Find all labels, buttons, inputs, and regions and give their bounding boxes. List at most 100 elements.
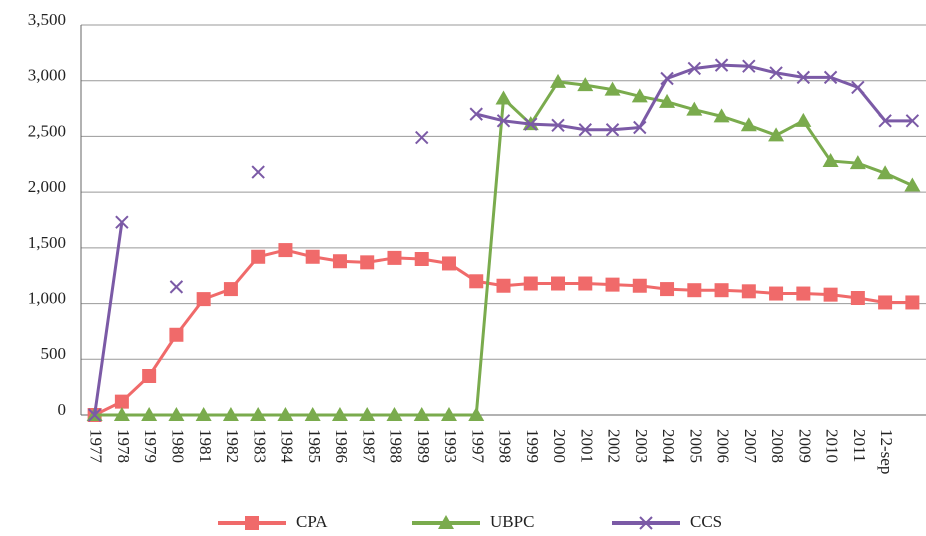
- point: [87, 408, 102, 422]
- point: [851, 80, 865, 95]
- point: [524, 117, 538, 131]
- point: [742, 59, 756, 73]
- x-tick-label: 2007: [741, 429, 760, 464]
- point: [796, 70, 811, 85]
- y-tick-label: 500: [41, 344, 67, 363]
- point: [740, 117, 757, 132]
- point: [550, 73, 567, 88]
- point: [387, 250, 402, 265]
- x-tick-label: 1989: [414, 429, 433, 463]
- x-tick-label: 1999: [523, 429, 542, 463]
- x-tick-label: 2004: [659, 429, 678, 464]
- x-tick-label: 2005: [686, 429, 705, 463]
- x-tick-label: 1986: [332, 429, 351, 463]
- point: [469, 107, 483, 121]
- point: [195, 407, 212, 421]
- point: [878, 114, 892, 128]
- x-tick-label: 1984: [278, 429, 297, 464]
- x-tick-label: 1977: [87, 429, 106, 464]
- point: [639, 516, 653, 530]
- x-tick-label: 2000: [550, 429, 569, 463]
- point: [251, 249, 266, 264]
- point: [440, 407, 457, 421]
- point: [304, 407, 321, 421]
- point: [714, 58, 729, 72]
- point: [605, 123, 620, 137]
- y-tick-label: 3,500: [28, 10, 66, 29]
- point: [823, 287, 838, 302]
- x-tick-label: 2011: [850, 429, 869, 462]
- point: [332, 254, 347, 269]
- x-tick-label: 2010: [823, 429, 842, 463]
- point: [413, 407, 430, 421]
- point: [168, 407, 185, 421]
- point: [386, 407, 403, 421]
- point: [438, 515, 454, 529]
- point: [714, 283, 729, 298]
- point: [633, 120, 647, 135]
- y-tick-label: 1,000: [28, 288, 66, 307]
- x-tick-label: 2009: [795, 429, 814, 463]
- point: [331, 407, 348, 421]
- point: [686, 101, 703, 116]
- x-tick-label: 1987: [359, 429, 378, 464]
- point: [414, 252, 429, 266]
- x-tick-label: 2001: [577, 429, 596, 463]
- point: [768, 127, 785, 142]
- x-tick-label: 1982: [223, 429, 242, 463]
- series-line: [94, 80, 913, 417]
- point: [551, 276, 566, 291]
- y-tick-label: 3,000: [28, 66, 66, 85]
- point: [222, 407, 239, 421]
- point: [849, 155, 866, 170]
- point: [795, 112, 812, 127]
- point: [251, 165, 265, 179]
- point: [496, 114, 511, 128]
- point: [796, 286, 811, 301]
- x-tick-label: 1979: [141, 429, 160, 463]
- point: [169, 280, 184, 294]
- point: [469, 274, 484, 289]
- legend-label: UBPC: [490, 512, 534, 531]
- point: [905, 114, 920, 128]
- point: [577, 77, 594, 92]
- x-tick-label: 1980: [168, 429, 187, 463]
- point: [523, 276, 538, 291]
- point: [769, 66, 783, 80]
- x-tick-label: 1997: [468, 429, 487, 464]
- point: [878, 295, 893, 310]
- point: [660, 71, 674, 86]
- point: [605, 277, 620, 292]
- point: [822, 152, 839, 167]
- series-line: [93, 63, 913, 416]
- point: [904, 177, 921, 192]
- legend-label: CPA: [296, 512, 328, 531]
- x-tick-label: 1978: [114, 429, 133, 463]
- point: [250, 407, 267, 421]
- x-tick-label: 1988: [387, 429, 406, 463]
- point: [196, 292, 211, 307]
- point: [495, 90, 512, 105]
- point: [360, 255, 375, 270]
- point: [551, 118, 565, 132]
- point: [687, 61, 702, 76]
- x-tick-label: 2006: [714, 429, 733, 463]
- point: [631, 88, 648, 103]
- x-tick-label: 2003: [632, 429, 651, 463]
- legend-label: CCS: [690, 512, 722, 531]
- point: [114, 394, 129, 409]
- y-tick-label: 2,000: [28, 177, 66, 196]
- point: [660, 282, 675, 297]
- point: [877, 165, 894, 180]
- point: [659, 93, 676, 108]
- point: [245, 516, 259, 530]
- point: [769, 286, 784, 301]
- x-tick-label: 12-sep: [877, 429, 896, 474]
- y-tick-label: 1,500: [28, 233, 66, 252]
- x-tick-label: 2008: [768, 429, 787, 463]
- point: [169, 327, 184, 342]
- point: [141, 407, 158, 421]
- point: [359, 407, 376, 421]
- point: [687, 283, 702, 298]
